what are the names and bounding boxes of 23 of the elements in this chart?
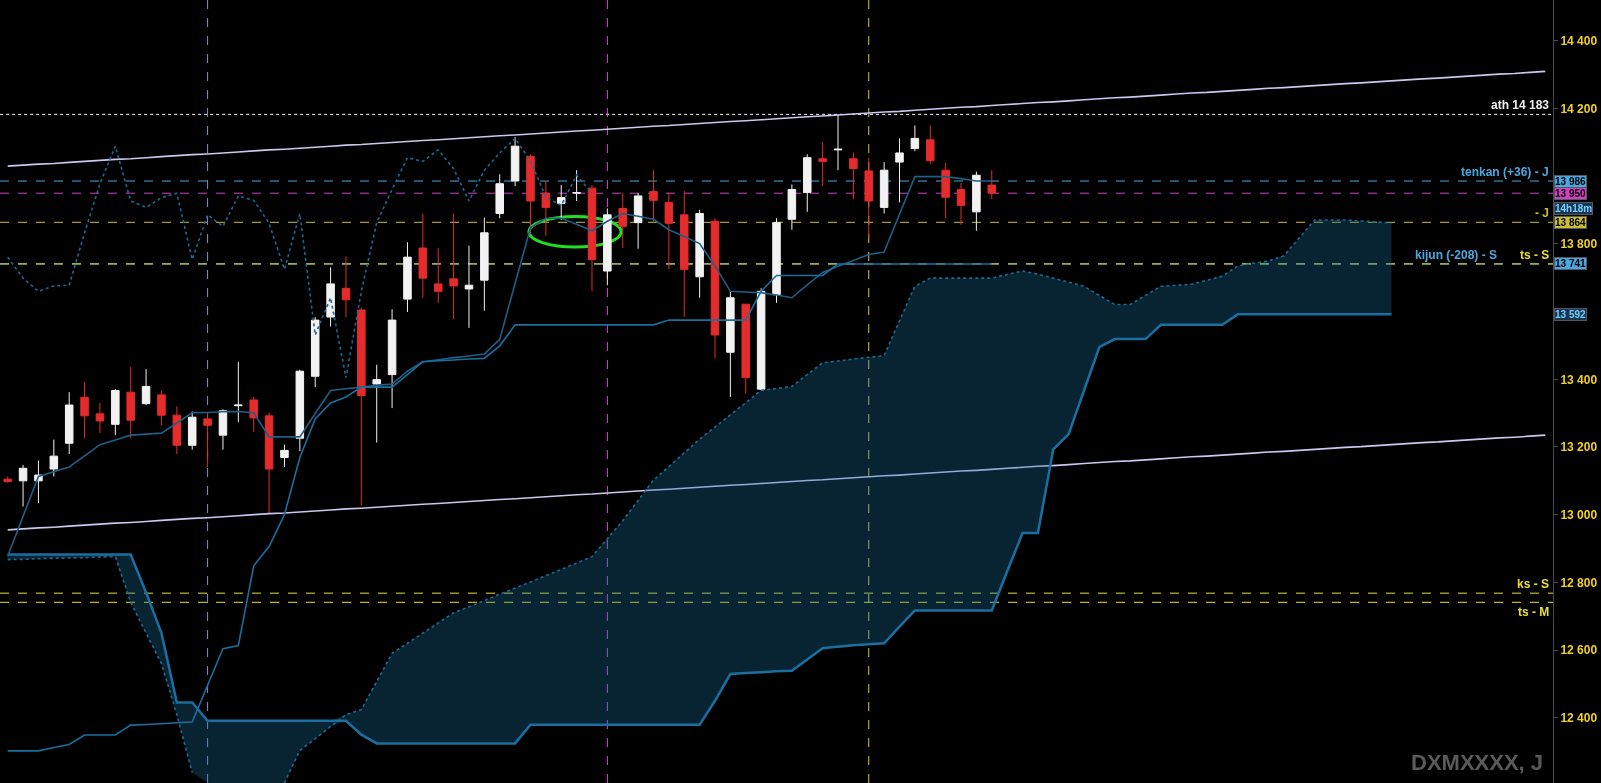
- ref-line-label: ts - M: [1518, 605, 1550, 619]
- ref-line-label: ts - S: [1520, 248, 1550, 262]
- y-tick-label: 13 400: [1560, 372, 1598, 387]
- ref-line-label: tenkan (+36) - J: [1461, 165, 1549, 179]
- annotation: 13 950: [1555, 188, 1587, 199]
- annotation: DXMXXXX, J: [1411, 750, 1544, 775]
- annotation: 13 864: [1555, 217, 1587, 228]
- annotation: 14h18m: [1555, 203, 1593, 214]
- y-tick-label: 14 400: [1560, 34, 1598, 49]
- ref-line-label: - J: [1535, 206, 1550, 220]
- y-tick-label: 14 200: [1560, 101, 1598, 116]
- y-tick-label: 13 200: [1560, 440, 1598, 455]
- annotation: 13 741: [1555, 258, 1587, 269]
- annotation: 13 592: [1555, 309, 1587, 320]
- y-tick-label: 12 600: [1560, 643, 1598, 658]
- y-tick-label: 13 800: [1560, 237, 1598, 252]
- annotation: 13 986: [1555, 176, 1587, 187]
- ref-line-label: ath 14 183: [1491, 98, 1550, 112]
- y-tick-label: 12 800: [1560, 575, 1598, 590]
- y-tick-label: 12 400: [1560, 710, 1598, 725]
- ref-line-label: ks - S: [1517, 577, 1550, 591]
- ref-line-label: kijun (-208) - S: [1415, 248, 1498, 262]
- y-tick-label: 13 000: [1560, 507, 1598, 522]
